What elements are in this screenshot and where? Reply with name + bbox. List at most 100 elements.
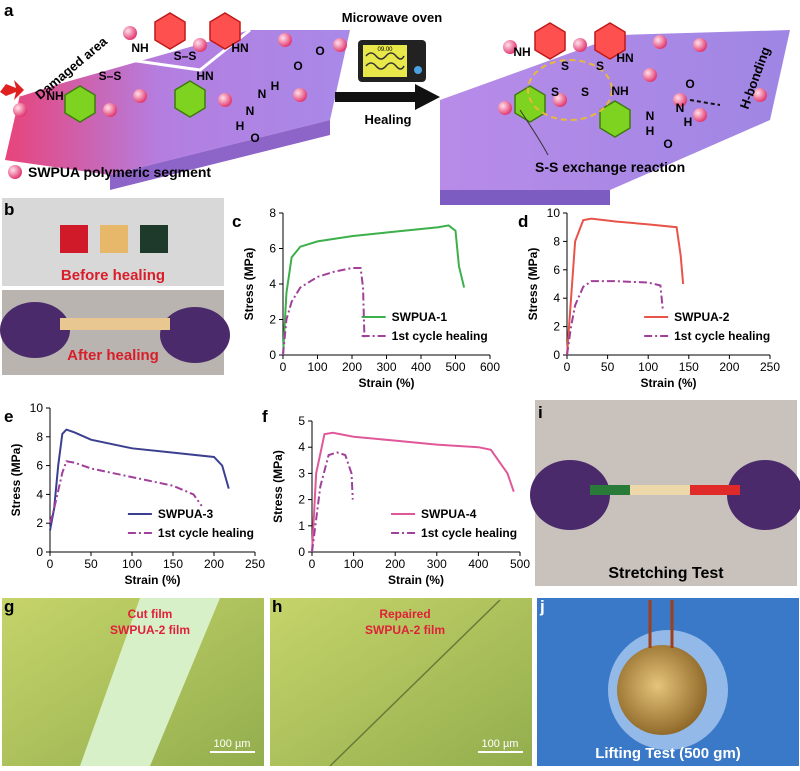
y-tick-label: 10	[30, 401, 44, 415]
chem-label: N	[258, 87, 267, 101]
panel-label: f	[262, 407, 268, 426]
chem-label: O	[685, 77, 694, 91]
sphere	[553, 93, 567, 107]
film-strip	[630, 485, 690, 495]
x-tick-label: 400	[411, 360, 431, 374]
x-tick-label: 0	[309, 557, 316, 571]
crack	[19, 28, 251, 97]
x-axis-title: Strain (%)	[640, 376, 696, 390]
x-tick-label: 150	[679, 360, 699, 374]
sphere	[278, 33, 292, 47]
x-tick-label: 0	[47, 557, 54, 571]
chem-label: NH	[46, 89, 63, 103]
y-tick-label: 6	[553, 263, 560, 277]
chem-label: O	[663, 137, 672, 151]
slab-edge	[110, 120, 330, 190]
panel-label: c	[232, 212, 241, 231]
legend-label: SWPUA-4	[421, 507, 477, 521]
sphere	[573, 38, 587, 52]
chem-label: O	[250, 131, 259, 145]
y-tick-label: 0	[269, 348, 276, 362]
chem-label: HN	[196, 69, 213, 83]
y-tick-label: 1	[298, 519, 305, 533]
series-line	[282, 267, 366, 356]
photo-caption: Stretching Test	[608, 565, 724, 582]
x-tick-label: 200	[719, 360, 739, 374]
annotation: SWPUA polymeric segment	[28, 164, 211, 180]
y-tick-label: 8	[553, 234, 560, 248]
y-tick-label: 4	[298, 440, 305, 454]
oven-display: 09.00	[377, 47, 393, 53]
x-tick-label: 500	[510, 557, 530, 571]
series-line	[49, 428, 230, 531]
y-tick-label: 4	[553, 291, 560, 305]
oven-window	[363, 45, 407, 77]
film-strip	[60, 318, 170, 330]
x-tick-label: 100	[638, 360, 658, 374]
sphere	[193, 38, 207, 52]
y-tick-label: 0	[298, 545, 305, 559]
film-red	[60, 225, 88, 253]
y-tick-label: 2	[36, 516, 43, 530]
panel-label: j	[539, 597, 545, 616]
x-tick-label: 0	[280, 360, 287, 374]
annotation: Healing	[365, 112, 412, 127]
series-line	[566, 280, 664, 356]
spheres	[13, 26, 767, 122]
panel-label: d	[518, 212, 528, 231]
panel-a	[0, 12, 790, 205]
y-axis-title: Stress (MPa)	[271, 450, 285, 523]
panel-label: a	[4, 1, 14, 20]
panel-label: g	[4, 597, 14, 616]
series-line	[311, 451, 354, 553]
photo-caption: Before healing	[61, 267, 165, 284]
panel-label: e	[4, 407, 13, 426]
panel-label: b	[4, 200, 14, 219]
legend-label: 1st cycle healing	[392, 329, 488, 343]
x-axis-title: Strain (%)	[358, 376, 414, 390]
chem-label: NH	[611, 84, 628, 98]
sphere	[498, 101, 512, 115]
x-tick-label: 100	[307, 360, 327, 374]
x-axis-title: Strain (%)	[388, 573, 444, 587]
sphere	[218, 93, 232, 107]
panel-label: h	[272, 597, 282, 616]
y-tick-label: 5	[298, 414, 305, 428]
y-tick-label: 2	[269, 313, 276, 327]
x-tick-label: 600	[480, 360, 500, 374]
chem-label: S	[581, 85, 589, 99]
chem-label: N	[676, 101, 685, 115]
film-yellow	[100, 225, 128, 253]
annotation: Microwave oven	[342, 10, 442, 25]
sphere	[753, 88, 767, 102]
damage-arrow	[0, 80, 24, 100]
chem-label: S–S	[99, 69, 122, 83]
sphere	[693, 108, 707, 122]
chem-label: HN	[616, 51, 633, 65]
x-tick-label: 0	[564, 360, 571, 374]
photos	[0, 198, 800, 767]
healed-line	[329, 599, 501, 767]
sphere	[693, 38, 707, 52]
chem-label: S	[561, 59, 569, 73]
y-tick-label: 10	[547, 206, 561, 220]
series-line	[282, 224, 466, 356]
x-tick-label: 300	[427, 557, 447, 571]
legend-label: 1st cycle healing	[674, 329, 770, 343]
scale-label: 100 µm	[482, 738, 519, 750]
x-tick-label: 200	[342, 360, 362, 374]
x-tick-label: 50	[84, 557, 98, 571]
y-tick-label: 6	[269, 242, 276, 256]
legend-label: SWPUA-1	[392, 310, 448, 324]
sphere	[673, 93, 687, 107]
x-tick-label: 100	[344, 557, 364, 571]
x-tick-label: 200	[385, 557, 405, 571]
x-tick-label: 400	[468, 557, 488, 571]
x-tick-label: 50	[601, 360, 615, 374]
y-axis-title: Stress (MPa)	[526, 248, 540, 321]
photo-caption: After healing	[67, 347, 159, 364]
cut-gap	[80, 598, 220, 766]
y-tick-label: 0	[553, 348, 560, 362]
chem-label: N	[646, 109, 655, 123]
